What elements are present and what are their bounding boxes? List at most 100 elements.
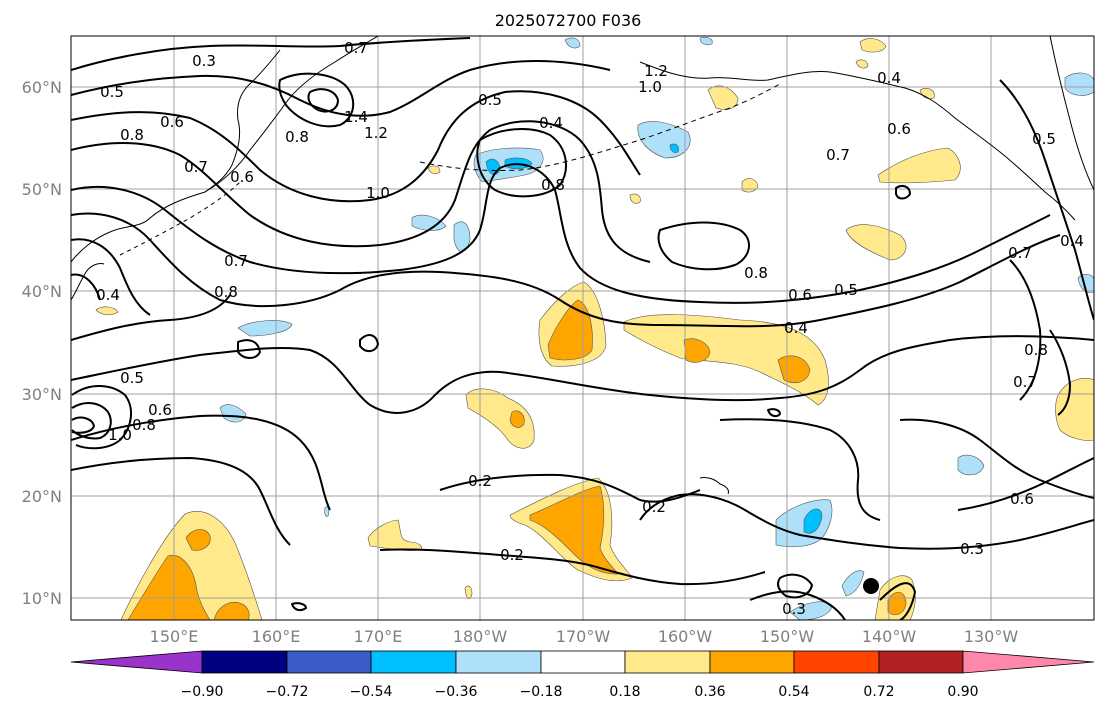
- graticule: [71, 36, 1094, 620]
- contour-label: 0.2: [468, 472, 492, 490]
- anomaly-positive-orange: [213, 601, 250, 620]
- anomaly-negative-light: [237, 320, 293, 337]
- colorbar-tick-label: 0.36: [694, 684, 725, 700]
- contour-line: [71, 402, 112, 440]
- lat-label: 10°N: [22, 589, 62, 608]
- contour-line: [657, 221, 750, 271]
- contour-line: [1009, 259, 1042, 401]
- lon-label: 170°W: [556, 627, 611, 646]
- contour-label: 1.0: [638, 78, 662, 96]
- coastline-north-america: [1049, 36, 1094, 191]
- shaded-anomalies: [95, 36, 1094, 620]
- contour-label: 0.2: [500, 546, 524, 564]
- contour-line: [237, 339, 261, 359]
- contour-lines: [71, 37, 1094, 620]
- contour-line: [71, 60, 611, 117]
- longitude-axis-labels: 150°E 160°E 170°E 180°W 170°W 160°W 150°…: [150, 627, 1019, 646]
- contour-label: 0.7: [184, 158, 208, 176]
- map-frame: [70, 35, 1095, 621]
- contour-label: 1.2: [644, 62, 668, 80]
- colorbar-tick-label: 0.54: [778, 684, 809, 700]
- contour-label: 0.7: [344, 39, 368, 57]
- anomaly-positive-yellow: [845, 224, 907, 261]
- contour-line: [71, 212, 1061, 328]
- contour-label: 0.5: [834, 281, 858, 299]
- contour-label: 0.8: [541, 176, 565, 194]
- contour-label: 0.6: [1010, 490, 1034, 508]
- lon-label: 160°W: [658, 627, 713, 646]
- anomaly-negative-light: [699, 36, 713, 46]
- contour-label: 0.6: [887, 120, 911, 138]
- contour-line: [749, 590, 846, 620]
- contour-line: [777, 573, 813, 599]
- lat-label: 60°N: [22, 78, 62, 97]
- colorbar-tick-label: 0.72: [863, 684, 894, 700]
- anomaly-positive-yellow: [629, 193, 641, 204]
- colorbar-segment: [455, 650, 542, 674]
- lon-label: 150°E: [150, 627, 199, 646]
- anomaly-positive-orange: [185, 529, 211, 551]
- colorbar-tick-label: −0.18: [520, 684, 563, 700]
- lon-label: 130°W: [964, 627, 1019, 646]
- contour-line: [71, 294, 231, 341]
- colorbar-extend-low: [70, 650, 203, 674]
- location-marker: [863, 578, 879, 594]
- contour-label: 0.4: [784, 319, 808, 337]
- contour-label: 0.2: [642, 498, 666, 516]
- colorbar-tick-label: −0.54: [350, 684, 393, 700]
- contour-label: 0.7: [1008, 244, 1032, 262]
- contour-label: 0.7: [224, 252, 248, 270]
- anomaly-positive-orange: [547, 299, 593, 361]
- lon-label: 150°W: [760, 627, 815, 646]
- contour-line: [71, 335, 1094, 414]
- contour-label: 0.6: [148, 401, 172, 419]
- anomaly-negative-light: [841, 570, 865, 597]
- map-panel: 0.3 0.7 0.5 0.6 0.8 0.7 0.8 1.0 0.6 1.4 …: [70, 35, 1095, 621]
- colorbar-tick-label: −0.90: [181, 684, 224, 700]
- colorbar: [70, 650, 1095, 674]
- contour-label: 1.0: [108, 426, 132, 444]
- anomaly-negative-cyan: [803, 508, 823, 534]
- contour-label: 0.4: [539, 114, 563, 132]
- anomaly-positive-yellow: [427, 165, 441, 174]
- contour-label: 0.7: [1013, 373, 1037, 391]
- colorbar-segment: [540, 650, 626, 674]
- anomaly-positive-orange: [509, 410, 525, 428]
- anomaly-positive-yellow: [465, 388, 535, 449]
- contour-line: [71, 90, 641, 203]
- anomaly-negative-light: [453, 221, 471, 252]
- lon-label: 160°E: [252, 627, 301, 646]
- contour-label: 0.8: [744, 264, 768, 282]
- contour-label: 0.4: [1060, 232, 1084, 250]
- contour-line: [71, 37, 471, 71]
- lon-label: 140°W: [862, 627, 917, 646]
- anomaly-positive-orange: [777, 355, 811, 383]
- contour-label: 1.4: [344, 108, 368, 126]
- contour-label: 0.5: [1032, 130, 1056, 148]
- colorbar-tick-label: 0.90: [947, 684, 978, 700]
- latitude-axis-labels: 60°N 50°N 40°N 30°N 20°N 10°N: [22, 78, 62, 608]
- anomaly-negative-light: [324, 506, 330, 517]
- contour-line: [71, 457, 291, 546]
- colorbar-segment: [201, 650, 288, 674]
- contour-label: 0.8: [285, 128, 309, 146]
- contour-label: 1.0: [366, 184, 390, 202]
- colorbar-tick-label: 0.18: [609, 684, 640, 700]
- coastline-alaska: [639, 61, 1076, 221]
- lon-label: 170°E: [354, 627, 403, 646]
- contour-line: [899, 418, 1094, 499]
- contour-line: [1049, 329, 1071, 416]
- contour-label: 0.4: [877, 69, 901, 87]
- contour-line: [719, 418, 881, 521]
- contour-line: [307, 88, 339, 113]
- colorbar-ticks: −0.90 −0.72 −0.54 −0.36 −0.18 0.18 0.36 …: [181, 684, 979, 700]
- contour-line: [999, 79, 1094, 321]
- coastline-asia: [71, 36, 379, 263]
- lat-label: 50°N: [22, 180, 62, 199]
- lon-label: 180°W: [453, 627, 508, 646]
- contour-line: [639, 493, 1094, 550]
- anomaly-positive-yellow: [855, 59, 869, 69]
- contour-line: [895, 185, 911, 200]
- contour-label: 0.3: [782, 600, 806, 618]
